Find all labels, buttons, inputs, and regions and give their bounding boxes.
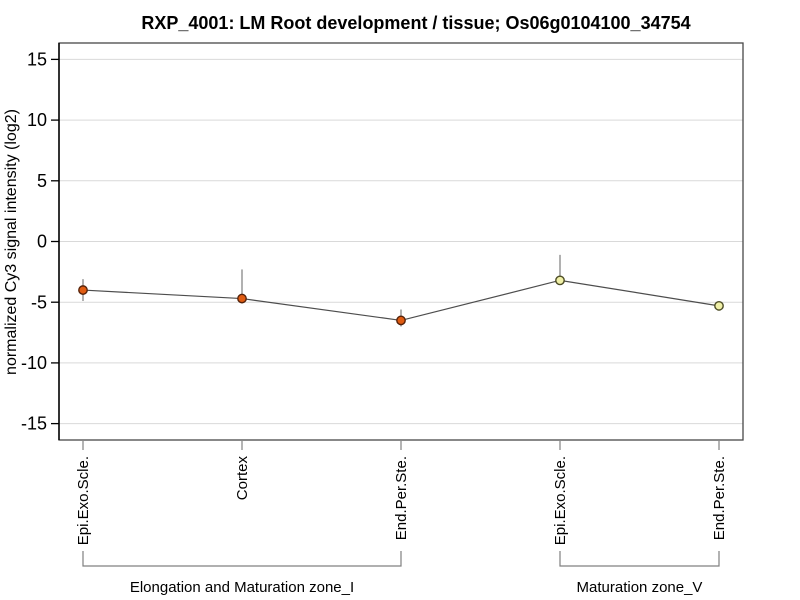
y-tick-label: 15 <box>27 50 47 70</box>
y-tick-label: -5 <box>31 292 47 312</box>
data-point <box>555 275 565 286</box>
group-label: Maturation zone_V <box>577 579 703 596</box>
data-point <box>237 293 247 304</box>
data-point <box>78 285 88 295</box>
data-point <box>396 315 406 326</box>
x-category-label: Epi.Exo.Scle. <box>75 456 92 545</box>
plot-area: 15 10 5 0 -5 -10 -15 Epi.Exo.Scle. Cortex End.Per… <box>21 42 744 596</box>
y-tick-label: 5 <box>37 171 47 191</box>
group-label: Elongation and Maturation zone_I <box>130 579 354 596</box>
y-tick-label: -15 <box>21 414 47 434</box>
group-bracket <box>82 551 402 567</box>
x-category-label: Epi.Exo.Scle. <box>552 456 569 545</box>
y-axis-label: normalized Cy3 signal intensity (log2) <box>3 109 20 375</box>
y-tick-label: 10 <box>27 110 47 130</box>
data-point <box>714 300 724 311</box>
chart-title: RXP_4001: LM Root development / tissue; … <box>141 13 690 33</box>
y-tick-label: 0 <box>37 232 47 252</box>
x-category-label: Cortex <box>234 456 251 501</box>
y-tick-label: -10 <box>21 353 47 373</box>
group-bracket <box>559 551 720 567</box>
x-category-label: End.Per.Ste. <box>393 456 410 540</box>
x-category-label: End.Per.Ste. <box>711 456 728 540</box>
